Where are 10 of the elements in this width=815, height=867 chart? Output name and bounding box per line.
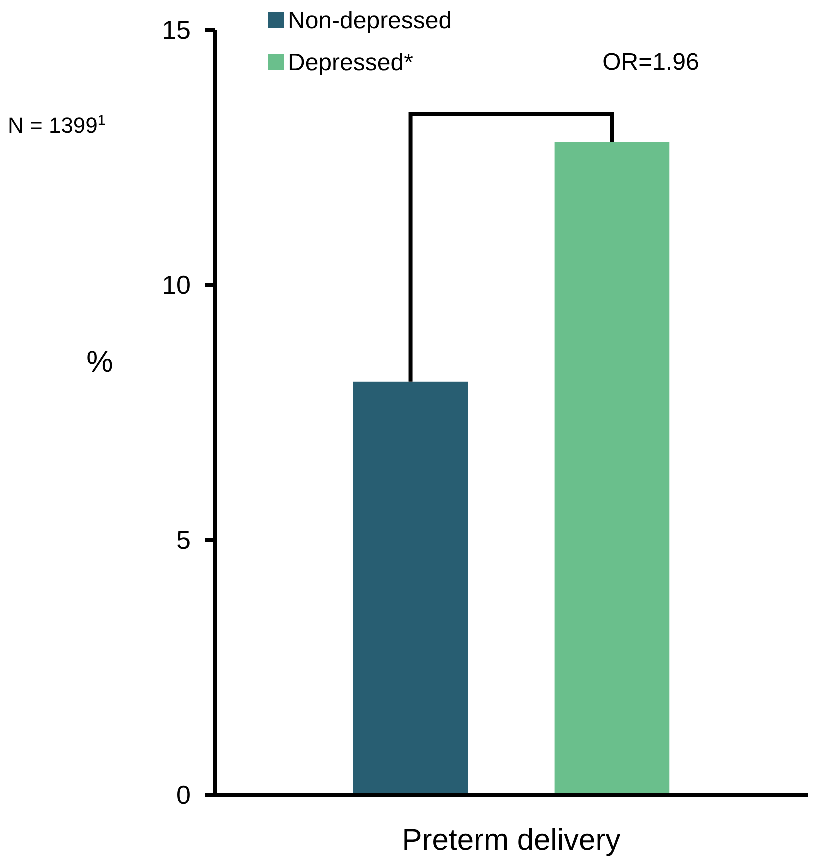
legend-label: Non-depressed [288,7,452,34]
y-tick-label: 5 [176,525,191,556]
annotation: OR=1.96 [602,49,700,76]
legend-label: Depressed* [288,49,414,76]
x-tick-label: Preterm delivery [402,824,621,857]
y-tick-label: 0 [176,780,191,810]
text: N = 1399$^{1}$ [8,113,106,138]
y-axis-title: % [86,346,114,379]
y-tick-label: 10 [162,270,191,300]
y-tick-label: 15 [162,15,191,46]
